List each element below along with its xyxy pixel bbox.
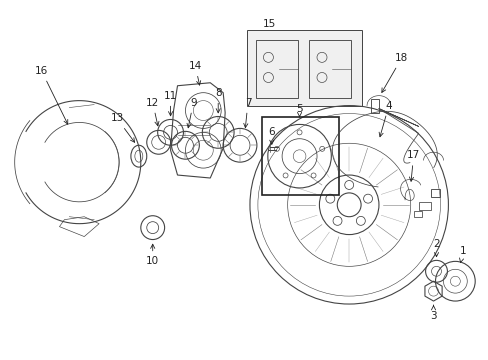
Text: 13: 13 xyxy=(110,113,134,142)
Text: 15: 15 xyxy=(263,19,276,29)
Text: 8: 8 xyxy=(214,88,221,113)
Text: 11: 11 xyxy=(163,91,177,116)
Text: 14: 14 xyxy=(188,61,202,85)
Bar xyxy=(418,202,429,210)
Text: 2: 2 xyxy=(432,239,439,257)
Bar xyxy=(247,31,361,105)
Text: 3: 3 xyxy=(429,305,436,321)
Text: 17: 17 xyxy=(406,150,420,181)
Bar xyxy=(262,117,339,195)
Text: 18: 18 xyxy=(381,53,407,93)
Text: 10: 10 xyxy=(146,244,159,266)
Text: 4: 4 xyxy=(378,100,391,137)
Bar xyxy=(413,211,421,217)
Text: 5: 5 xyxy=(296,104,302,117)
Bar xyxy=(247,31,361,105)
Text: 9: 9 xyxy=(186,98,196,128)
Text: 12: 12 xyxy=(146,98,159,126)
Bar xyxy=(429,189,440,197)
Text: 7: 7 xyxy=(243,98,251,128)
Text: 6: 6 xyxy=(268,127,275,144)
Bar xyxy=(370,99,378,113)
Text: 16: 16 xyxy=(35,66,68,124)
Text: 1: 1 xyxy=(459,247,466,262)
